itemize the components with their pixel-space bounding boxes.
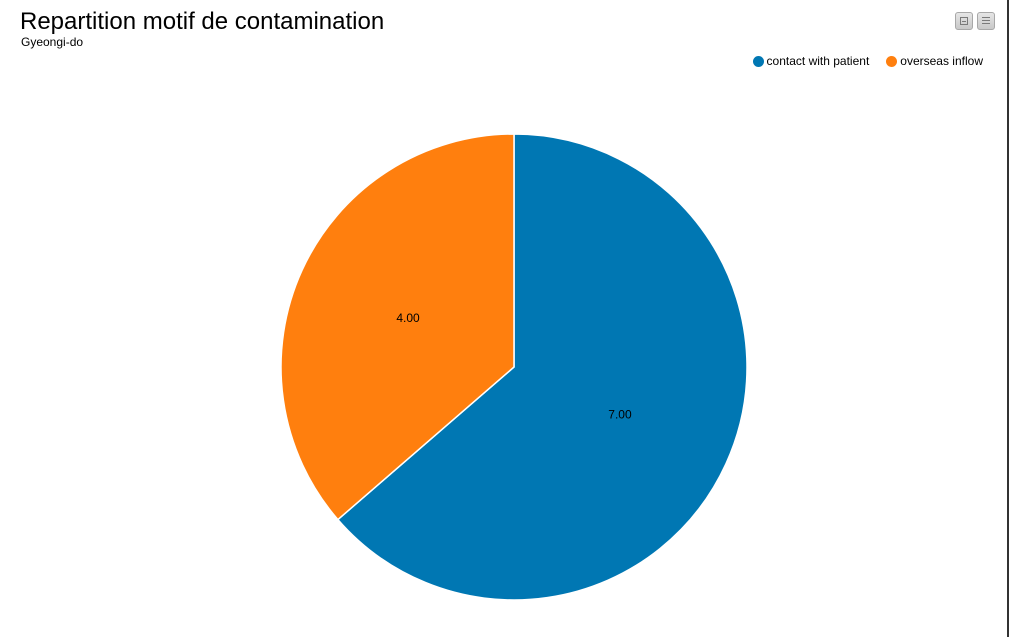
legend-label: overseas inflow	[900, 54, 983, 68]
chart-toolbar	[955, 12, 995, 30]
pie-slice-value-label: 7.00	[608, 408, 632, 422]
legend-swatch	[752, 55, 764, 67]
legend-item-contact-with-patient[interactable]: contact with patient	[752, 54, 870, 68]
chart-title: Repartition motif de contamination	[20, 8, 385, 35]
collapse-icon	[960, 17, 968, 25]
menu-button[interactable]	[977, 12, 995, 30]
legend-label: contact with patient	[766, 54, 870, 68]
legend-swatch	[886, 55, 898, 67]
pie-slice-contact-with-patient[interactable]	[336, 133, 748, 601]
menu-icon	[982, 17, 990, 25]
chart-subtitle: Gyeongi-do	[21, 35, 84, 49]
legend-item-overseas-inflow[interactable]: overseas inflow	[886, 54, 983, 68]
pie-slice-overseas-inflow[interactable]	[280, 133, 515, 521]
pie-slice-value-label: 4.00	[396, 311, 420, 325]
collapse-button[interactable]	[955, 12, 973, 30]
chart-legend: contact with patient overseas inflow	[752, 54, 983, 68]
